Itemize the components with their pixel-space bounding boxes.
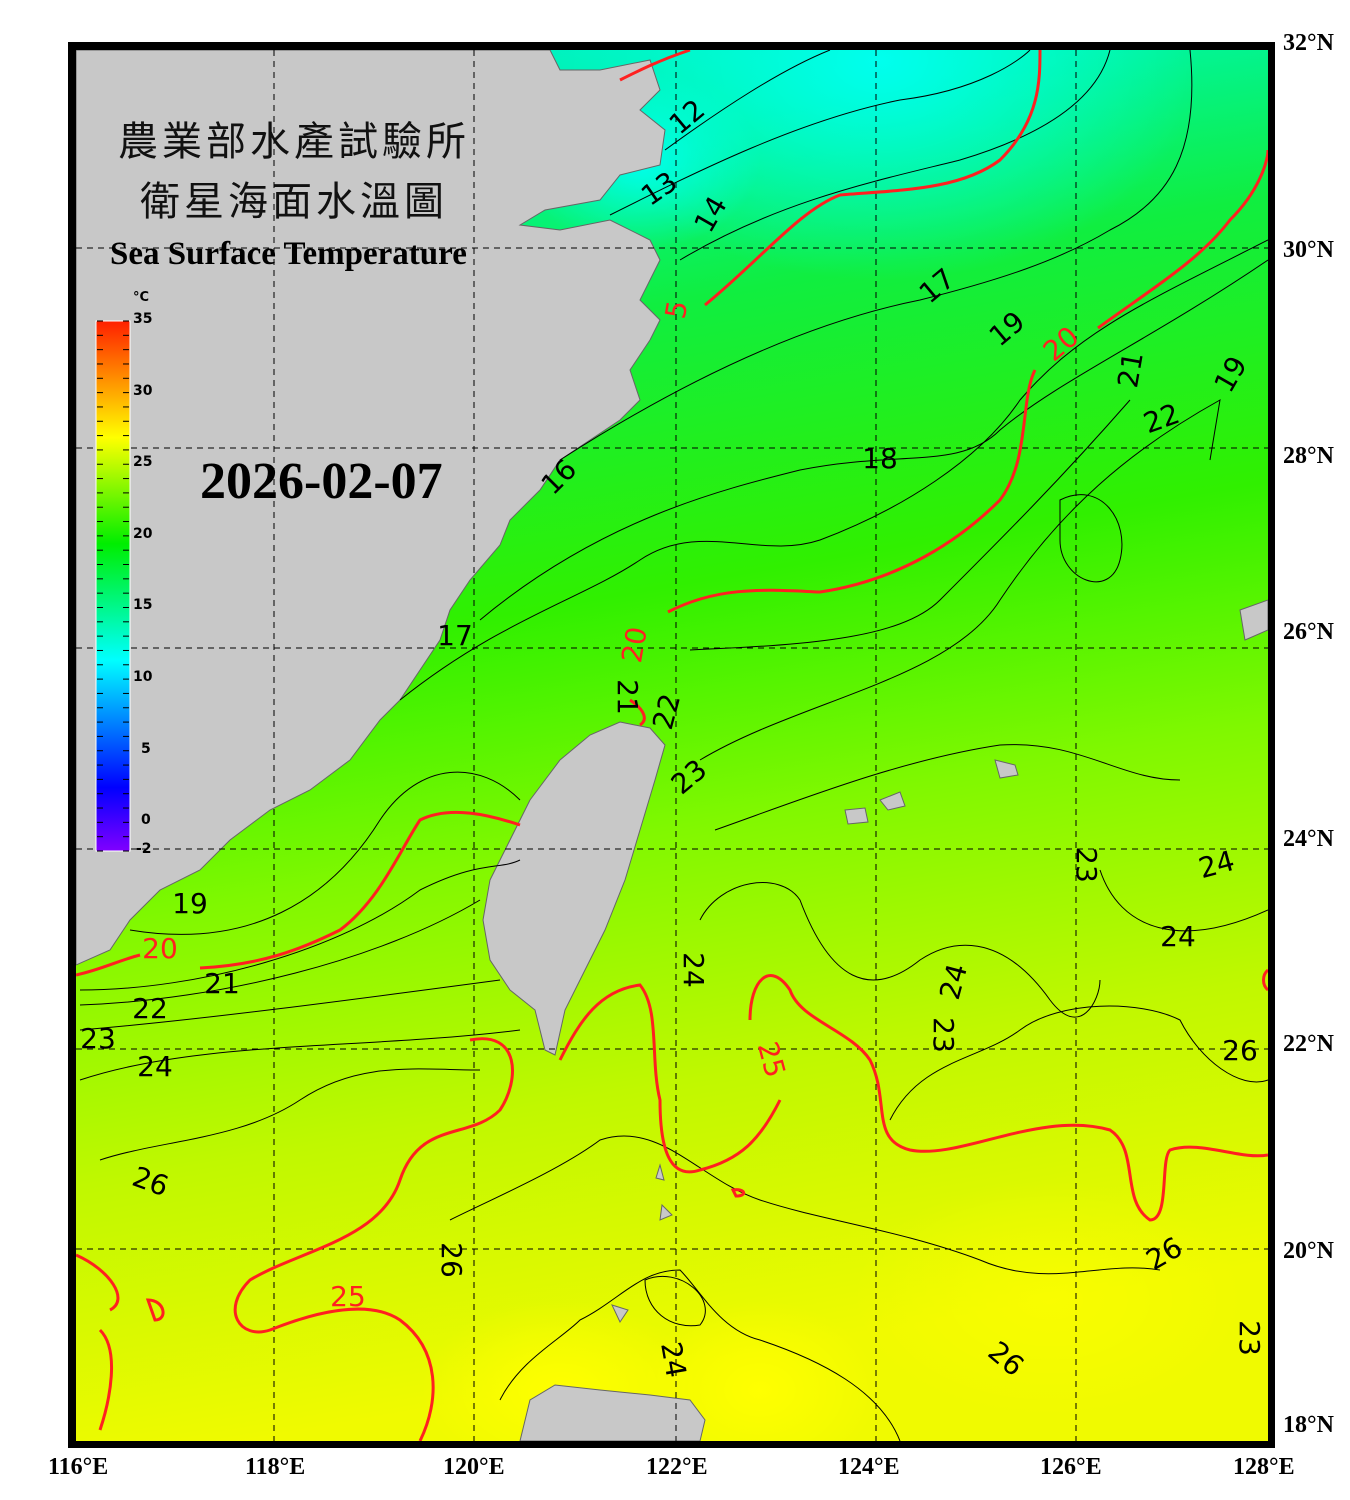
longitude-label: 122°E [646,1454,708,1480]
latitude-label: 28°N [1283,443,1334,469]
colorbar-label: 25 [133,454,153,471]
colorbar-label: -2 [136,841,152,857]
land-china [76,50,666,966]
warm-water-shading [850,1180,1250,1420]
contour-label: 23 [927,1017,960,1053]
contour-label: 26 [435,1242,468,1278]
contour-label: 21 [1111,349,1150,390]
contour-label: 24 [677,952,710,988]
contour-label: 23 [1070,847,1103,883]
colorbar-label: 20 [133,525,153,542]
colorbar-label: 35 [133,311,153,327]
islands [611,599,1268,1324]
colorbar-label: 30 [133,382,153,399]
longitude-label: 126°E [1040,1454,1102,1480]
colorbar-label: 5 [141,740,151,757]
key-isotherms [76,50,1268,1441]
colorbar [95,320,131,852]
contour-label: 23 [80,1022,116,1055]
longitude-label: 120°E [443,1454,505,1480]
contour-label: 17 [437,619,473,652]
latitude-label: 20°N [1283,1238,1334,1264]
latitude-label: 30°N [1283,237,1334,263]
longitude-label: 128°E [1233,1454,1295,1480]
contour-label: 24 [137,1050,173,1083]
title-line2: 衛星海面水溫圖 [140,179,448,225]
longitude-label: 118°E [245,1454,306,1480]
contour-label: 24 [654,1339,693,1380]
colorbar-unit: °C [133,290,150,305]
contour-label: 18 [862,442,898,475]
latitude-label: 22°N [1283,1031,1334,1057]
colorbar-label: 10 [133,669,153,686]
land-luzon [519,1384,706,1441]
key-contour-label: 25 [330,1280,366,1313]
key-contour-label: 20 [142,932,178,965]
contour-label: 22 [132,992,168,1025]
colorbar-ticks [97,320,129,852]
latitude-label: 26°N [1283,619,1334,645]
land-taiwan [482,721,666,1056]
longitude-label: 124°E [838,1454,900,1480]
latitude-label: 24°N [1283,826,1334,852]
key-contour-label: 20 [615,624,654,665]
latitude-label: 18°N [1283,1412,1334,1438]
contour-label: 26 [1222,1034,1258,1067]
contour-label: 24 [1160,920,1196,953]
map-date: 2026-02-07 [200,453,443,510]
colorbar-label: 0 [141,812,151,829]
key-contour-label: 5 [659,298,695,321]
isotherms [79,50,1268,1441]
contour-label: 21 [204,967,240,1000]
title-line1: 農業部水產試驗所 [118,119,470,165]
title-english: Sea Surface Temperature [110,236,467,272]
contour-label: 21 [611,679,644,715]
warm-water-shading [640,1300,880,1441]
graticule [76,50,1268,1441]
colorbar-label: 15 [133,597,153,614]
contour-label: 19 [172,887,208,920]
latitude-label: 32°N [1283,30,1334,56]
longitude-label: 116°E [48,1454,109,1480]
contour-label: 23 [1233,1320,1266,1356]
